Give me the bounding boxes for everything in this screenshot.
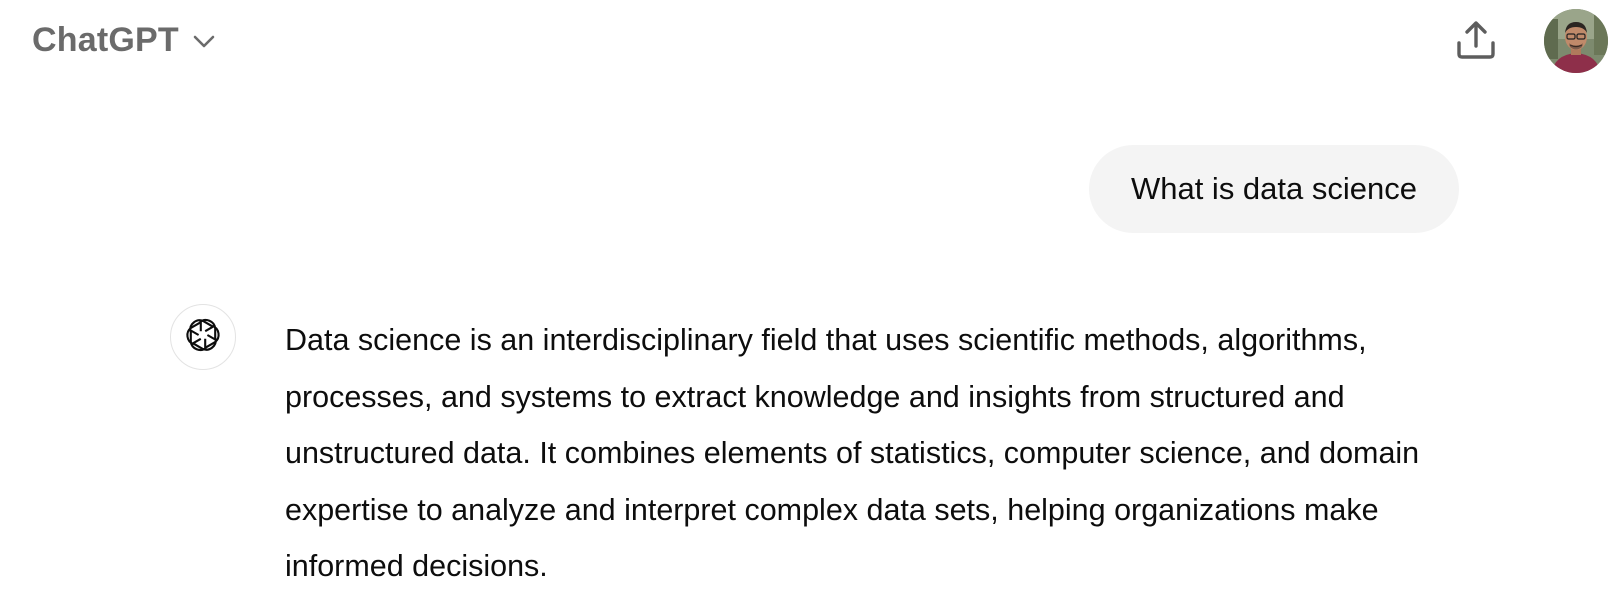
assistant-message-text: Data science is an interdisciplinary fie… [285, 323, 1420, 583]
share-upload-icon [1455, 19, 1497, 66]
chevron-down-icon [191, 29, 217, 55]
share-button[interactable] [1452, 18, 1500, 66]
model-name: ChatGPT [32, 20, 179, 59]
assistant-avatar [170, 304, 236, 370]
model-selector[interactable]: ChatGPT [32, 18, 217, 62]
user-avatar[interactable] [1544, 9, 1608, 73]
user-message-text: What is data science [1130, 171, 1417, 206]
openai-logo-icon [183, 315, 223, 360]
user-message-bubble: What is data science [1088, 145, 1459, 233]
